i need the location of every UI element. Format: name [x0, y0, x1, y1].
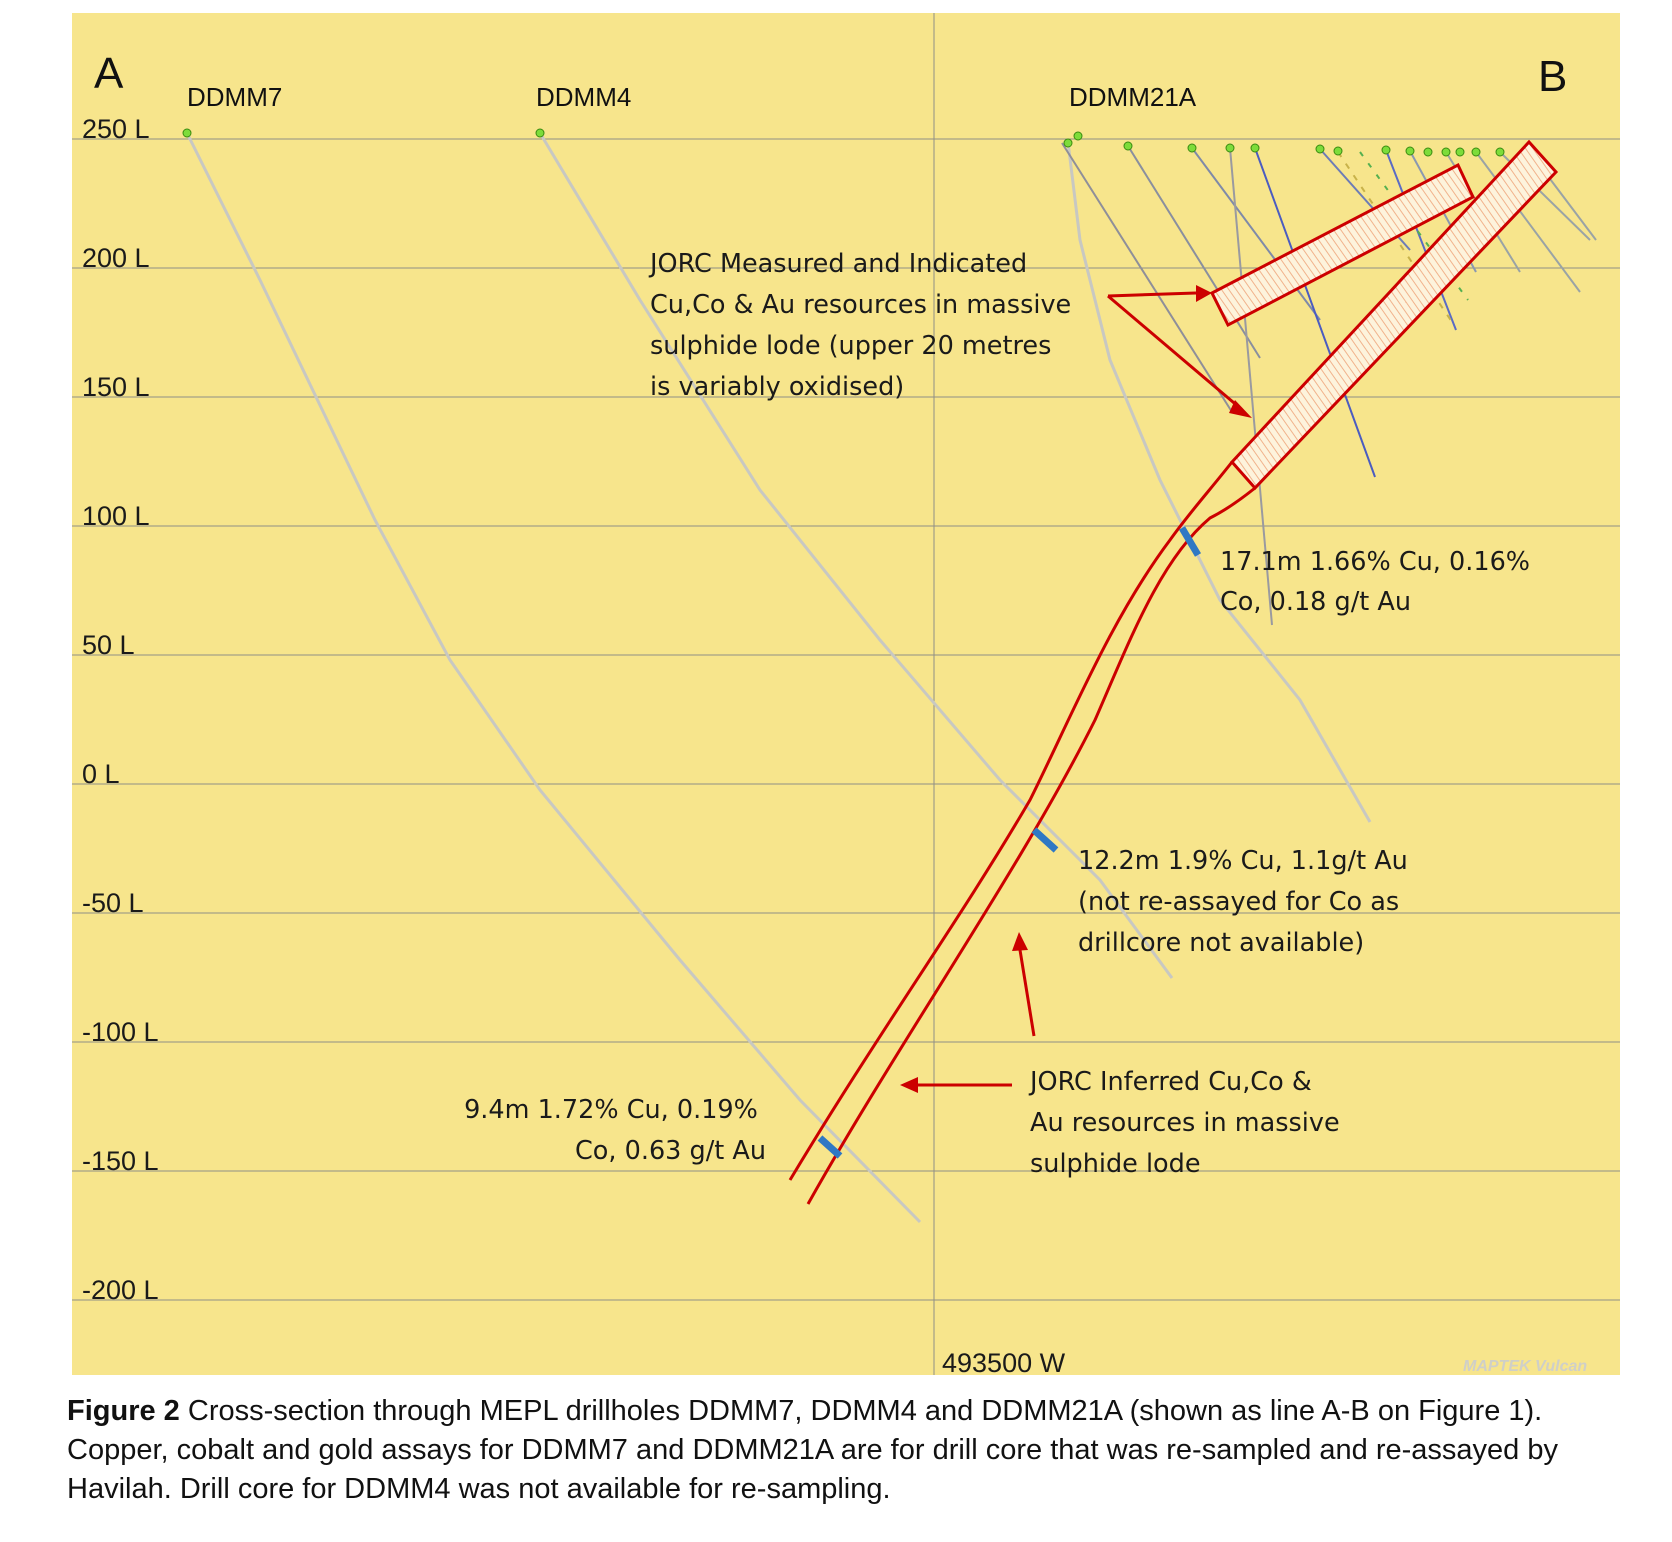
arrow-to-lower-lode: [1107, 294, 1241, 410]
inferred-lode-footwall: [806, 486, 1256, 1205]
arrow-to-upper-lode: [1107, 291, 1197, 298]
software-watermark: MAPTEK Vulcan: [1463, 1358, 1587, 1375]
intercept-ddmm21a: [1178, 526, 1202, 557]
drillhole-trace-ddmm4: [538, 132, 1174, 979]
drillhole-label-ddmm7: DDMM7: [187, 82, 282, 112]
intercept-ddmm7: [817, 1135, 843, 1159]
intercept-ddmm4: [1031, 827, 1059, 853]
drillhole-trace-ddmm7: [185, 132, 922, 1224]
inferred-lode-hangingwall: [788, 461, 1234, 1181]
measured-indicated-lode-upper: [1209, 162, 1475, 328]
inferred-resource-note: JORC Inferred Cu,Co & Au resources in ma…: [1028, 1067, 1348, 1179]
ddmm7-intercept-note: 9.4m 1.72% Cu, 0.19% Co, 0.63 g/t Au: [464, 1095, 766, 1166]
level-label: 150 L: [82, 372, 150, 402]
level-gridlines: [72, 13, 1620, 1375]
caption-label: Figure 2: [67, 1395, 180, 1427]
level-label: 50 L: [82, 630, 135, 660]
level-label: 0 L: [82, 759, 120, 789]
level-labels: 250 L 200 L 150 L 100 L 50 L 0 L -50 L -…: [82, 114, 159, 1305]
arrow-to-inferred-lode-upper: [1018, 949, 1036, 1037]
level-label: 100 L: [82, 501, 150, 531]
level-label: -100 L: [82, 1017, 159, 1047]
measured-indicated-note: JORC Measured and Indicated Cu,Co & Au r…: [648, 249, 1079, 402]
caption-text: Cross-section through MEPL drillholes DD…: [67, 1395, 1558, 1505]
level-label: -150 L: [82, 1146, 159, 1176]
section-end-b: B: [1538, 52, 1567, 101]
section-end-a: A: [94, 49, 124, 98]
drillhole-label-ddmm4: DDMM4: [536, 82, 631, 112]
figure-caption: Figure 2 Cross-section through MEPL dril…: [67, 1392, 1627, 1509]
drillhole-label-ddmm21a: DDMM21A: [1069, 82, 1197, 112]
level-label: 250 L: [82, 114, 150, 144]
level-label: -50 L: [82, 888, 144, 918]
drillhole-collars: [182, 128, 1505, 157]
ddmm4-intercept-note: 12.2m 1.9% Cu, 1.1g/t Au (not re-assayed…: [1078, 846, 1416, 958]
callout-arrows: [900, 285, 1252, 1093]
measured-indicated-lode-lower: [1229, 139, 1559, 491]
ddmm21a-intercept-note: 17.1m 1.66% Cu, 0.16% Co, 0.18 g/t Au: [1220, 547, 1538, 617]
level-label: -200 L: [82, 1275, 159, 1305]
level-label: 200 L: [82, 243, 150, 273]
easting-label: 493500 W: [942, 1348, 1066, 1378]
drillhole-trace-ddmm21a: [1066, 141, 1372, 823]
